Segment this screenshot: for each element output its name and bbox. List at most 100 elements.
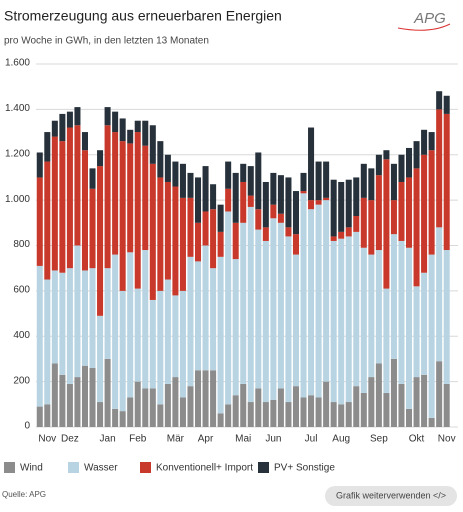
- bar-segment: [210, 184, 217, 210]
- bar-segment: [285, 236, 292, 403]
- bar-segment: [66, 127, 73, 269]
- bar-segment: [428, 132, 435, 151]
- bar-segment: [217, 231, 224, 257]
- bar-segment: [375, 175, 382, 251]
- bar-segment: [36, 406, 43, 427]
- legend-label: Wind: [20, 463, 43, 474]
- share-button-label[interactable]: Grafik weiterverwenden </>: [336, 490, 446, 500]
- bar-segment: [421, 374, 428, 427]
- bar-segment: [330, 240, 337, 403]
- bar-segment: [164, 181, 171, 280]
- bar-segment: [300, 191, 307, 194]
- bar-segment: [421, 129, 428, 155]
- bar-segment: [36, 152, 43, 178]
- y-tick-label: 600: [13, 285, 30, 296]
- bar-segment: [300, 172, 307, 192]
- share-button[interactable]: [325, 486, 457, 506]
- bar-segment: [149, 125, 156, 164]
- bar-segment: [330, 236, 337, 241]
- y-tick-label: 200: [13, 375, 30, 386]
- bar-segment: [59, 141, 66, 273]
- legend-label: PV+ Sonstige: [274, 463, 335, 474]
- bar-segment: [292, 234, 299, 255]
- bar-segment: [157, 290, 164, 405]
- x-tick-label: Aug: [332, 434, 350, 445]
- bar-segment: [406, 408, 413, 427]
- bar-segment: [285, 402, 292, 427]
- bar-segment: [142, 250, 149, 389]
- x-tick-label: Mär: [167, 434, 185, 445]
- bar-segment: [81, 132, 88, 151]
- bar-segment: [232, 222, 239, 260]
- bar-segment: [338, 238, 345, 405]
- bar-segment: [104, 268, 111, 359]
- bar-segment: [368, 254, 375, 378]
- bar-segment: [277, 213, 284, 223]
- bar-segment: [285, 177, 292, 228]
- bar-segment: [97, 150, 104, 167]
- bar-segment: [413, 168, 420, 287]
- bar-segment: [81, 150, 88, 271]
- bar-segment: [36, 177, 43, 266]
- bar-segment: [443, 383, 450, 427]
- x-tick-label: Jun: [265, 434, 281, 445]
- bar-segment: [127, 397, 134, 427]
- bar-segment: [119, 118, 126, 142]
- bar-segment: [134, 381, 141, 427]
- bar-segment: [119, 141, 126, 291]
- bar-segment: [443, 250, 450, 384]
- bar-segment: [428, 417, 435, 427]
- bar-segment: [97, 402, 104, 427]
- bar-segment: [240, 181, 247, 223]
- bar-segment: [134, 288, 141, 382]
- bar-segment: [338, 231, 345, 239]
- bar-segment: [300, 193, 307, 398]
- bar-segment: [353, 386, 360, 427]
- bar-segment: [240, 163, 247, 182]
- bar-segment: [179, 290, 186, 398]
- bar-segment: [97, 315, 104, 403]
- bar-segment: [195, 261, 202, 371]
- bar-segment: [270, 399, 277, 427]
- bar-segment: [74, 377, 81, 427]
- bar-segment: [406, 247, 413, 409]
- bar-segment: [262, 402, 269, 427]
- bar-segment: [262, 227, 269, 241]
- x-tick-label: Sep: [370, 434, 388, 445]
- bar-segment: [255, 152, 262, 210]
- y-tick-label: 0: [24, 421, 30, 432]
- chart-subtitle: pro Woche in GWh, in den letzten 13 Mona…: [4, 36, 209, 47]
- bar-segment: [51, 363, 58, 427]
- bar-segment: [104, 358, 111, 427]
- bar-segment: [112, 254, 119, 409]
- bar-segment: [157, 177, 164, 291]
- x-tick-label: Nov: [438, 434, 456, 445]
- bar-segment: [353, 177, 360, 217]
- bar-segment: [225, 188, 232, 212]
- bar-segment: [383, 150, 390, 160]
- bar-segment: [345, 179, 352, 228]
- bar-segment: [127, 252, 134, 398]
- bar-segment: [149, 299, 156, 389]
- bar-segment: [240, 222, 247, 384]
- legend-swatch: [4, 462, 15, 473]
- logo: APG: [413, 10, 446, 27]
- bar-segment: [104, 125, 111, 269]
- legend-swatch: [258, 462, 269, 473]
- bar-segment: [81, 365, 88, 427]
- bar-segment: [360, 392, 367, 427]
- bar-segment: [187, 197, 194, 257]
- bar-segment: [172, 377, 179, 427]
- bar-segment: [210, 370, 217, 427]
- bar-segment: [390, 200, 397, 235]
- bar-segment: [383, 392, 390, 427]
- y-tick-label: 800: [13, 239, 30, 250]
- legend-swatch: [68, 462, 79, 473]
- bar-segment: [164, 154, 171, 182]
- bar-segment: [436, 91, 443, 110]
- bar-segment: [353, 231, 360, 387]
- bar-segment: [97, 166, 104, 316]
- bar-segment: [202, 245, 209, 371]
- bar-segment: [187, 386, 194, 427]
